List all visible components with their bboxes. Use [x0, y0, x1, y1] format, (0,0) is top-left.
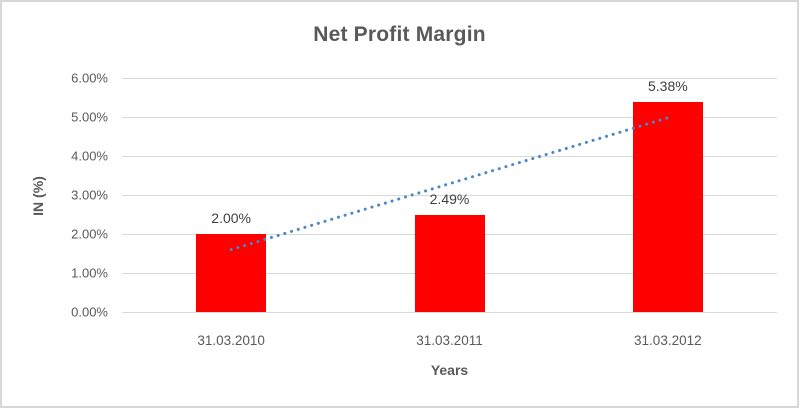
- x-tick-label: 31.03.2011: [416, 333, 483, 348]
- x-tick-label: 31.03.2010: [197, 333, 265, 348]
- y-tick-label: 4.00%: [71, 148, 108, 164]
- x-axis-labels: 31.03.2010 31.03.2011 31.03.2012: [122, 333, 777, 349]
- bar: [632, 102, 703, 312]
- gridline: [122, 311, 777, 313]
- plot-area: 2.00% 2.49% 5.38%: [122, 77, 777, 313]
- y-tick-label: 0.00%: [71, 304, 108, 320]
- bar-value-label: 5.38%: [647, 78, 688, 95]
- x-tick-label: 31.03.2012: [634, 333, 702, 348]
- y-tick-label: 1.00%: [71, 265, 108, 281]
- bar-value-label: 2.00%: [211, 210, 252, 226]
- gridline: [122, 155, 777, 157]
- x-axis-title: Years: [430, 362, 469, 378]
- chart-title: Net Profit Margin: [313, 23, 486, 46]
- gridline: [122, 77, 777, 79]
- trendline: [229, 116, 670, 252]
- gridline: [122, 116, 777, 118]
- y-tick-label: 2.00%: [71, 226, 108, 242]
- y-tick-label: 5.00%: [71, 109, 108, 125]
- bar: [196, 234, 267, 312]
- bar-value-label: 2.49%: [429, 190, 470, 207]
- gridline: [122, 194, 777, 196]
- y-tick-label: 6.00%: [71, 70, 108, 86]
- y-tick-label: 3.00%: [71, 187, 108, 203]
- y-axis-ticks: 0.00% 1.00% 2.00% 3.00% 4.00% 5.00% 6.00%: [2, 71, 108, 320]
- bar: [414, 214, 485, 312]
